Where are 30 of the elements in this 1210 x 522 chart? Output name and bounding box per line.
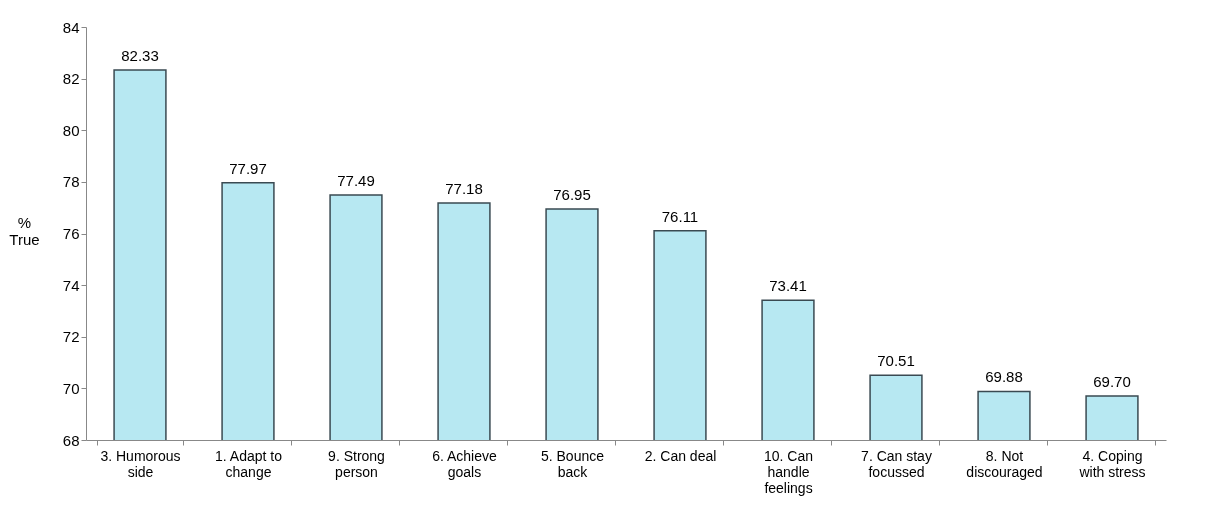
x-tick-label: 2. Can deal xyxy=(644,447,717,464)
y-tick-label: 72 xyxy=(62,328,80,346)
y-tick-label: 78 xyxy=(62,173,80,191)
data-label: 76.11 xyxy=(661,207,699,225)
y-tick-label: 84 xyxy=(62,18,80,36)
data-label: 76.95 xyxy=(553,185,591,203)
data-label: 70.51 xyxy=(877,352,915,370)
x-tick-label: 3. Humorous side xyxy=(100,447,181,480)
x-tick-label: 5. Bounce back xyxy=(540,447,605,480)
x-tick-label: 4. Coping with stress xyxy=(1078,447,1146,480)
data-label: 77.49 xyxy=(337,172,375,190)
y-tick-label: 74 xyxy=(62,276,80,294)
x-tick-label: 7. Can stay focussed xyxy=(861,447,932,480)
y-axis-title: % True xyxy=(9,213,40,248)
y-tick-label: 70 xyxy=(62,379,80,397)
data-label: 73.41 xyxy=(769,277,807,295)
y-tick-label: 80 xyxy=(62,121,80,139)
data-label: 77.97 xyxy=(229,159,267,177)
y-tick-label: 82 xyxy=(62,70,80,88)
data-label: 69.88 xyxy=(985,368,1023,386)
y-tick-label: 76 xyxy=(62,225,80,242)
x-tick-label: 10. Can handle feelings xyxy=(763,447,814,496)
data-label: 69.70 xyxy=(1093,373,1131,391)
data-label: 77.18 xyxy=(445,180,483,198)
x-tick-label: 9. Strong person xyxy=(328,447,385,480)
x-tick-label: 1. Adapt to change xyxy=(215,447,283,480)
data-label: 82.33 xyxy=(121,47,159,65)
y-tick-label: 68 xyxy=(62,431,80,449)
x-tick-label: 6. Achieve goals xyxy=(432,447,498,480)
x-tick-label: 8. Not discouraged xyxy=(966,447,1043,480)
